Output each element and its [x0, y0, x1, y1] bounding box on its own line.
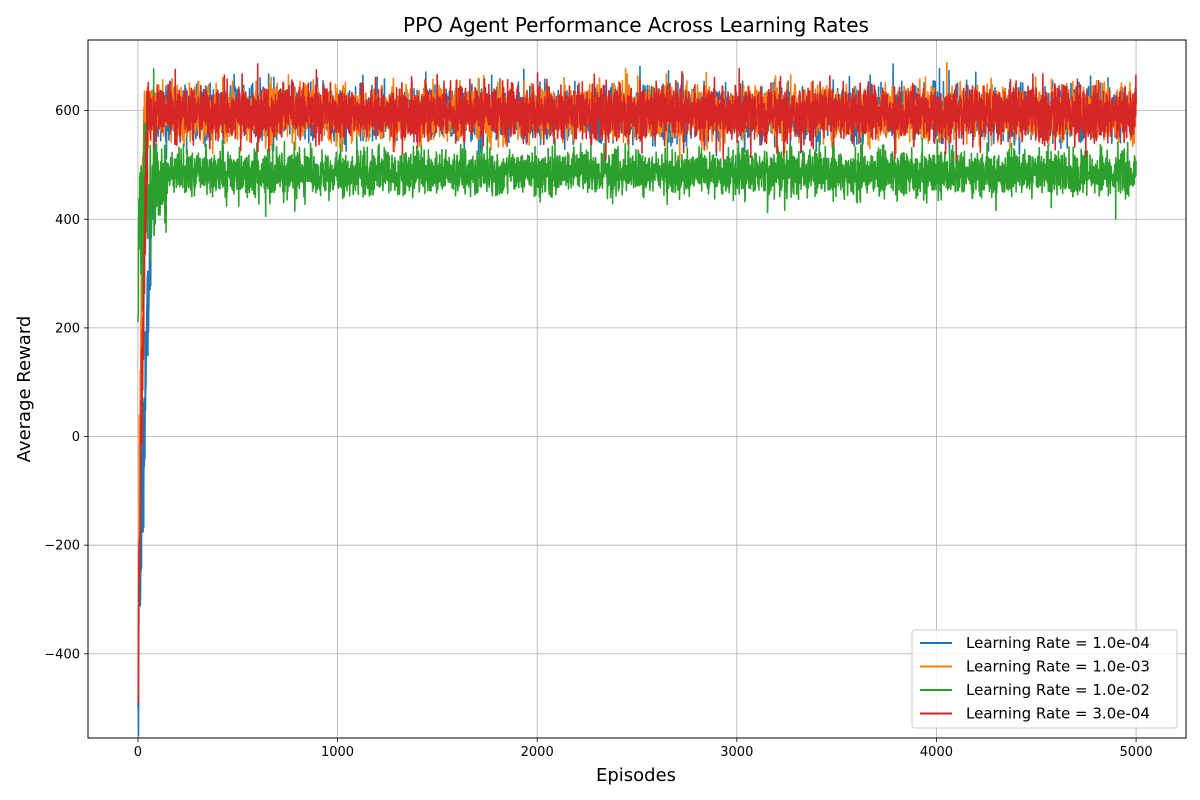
series-line — [137, 63, 1137, 704]
x-tick-label: 0 — [134, 745, 142, 760]
x-axis-label: Episodes — [596, 765, 676, 786]
y-axis-label: Average Reward — [14, 316, 35, 463]
series-line — [137, 68, 1137, 322]
x-tick-label: 5000 — [1120, 745, 1153, 760]
x-tick-label: 3000 — [720, 745, 753, 760]
y-tick-label: 200 — [55, 321, 80, 336]
y-tick-label: 400 — [55, 213, 80, 228]
legend: Learning Rate = 1.0e-04 Learning Rate = 1… — [911, 629, 1178, 729]
x-tick-label: 2000 — [521, 745, 554, 760]
y-tick-label: −200 — [44, 539, 80, 554]
y-tick-label: 0 — [72, 430, 80, 445]
plot-frame — [87, 39, 1187, 739]
legend-label: Learning Rate = 3.0e-04 — [966, 705, 1150, 723]
y-tick-label: 600 — [55, 104, 80, 119]
chart-title: PPO Agent Performance Across Learning Ra… — [403, 13, 869, 37]
series-layer — [137, 61, 1137, 737]
ticks: 0 1000 2000 3000 4000 5000 −400 −200 0 200 400 600 — [44, 104, 1152, 760]
x-tick-label: 4000 — [920, 745, 953, 760]
legend-label: Learning Rate = 1.0e-03 — [966, 658, 1150, 676]
y-tick-label: −400 — [44, 647, 80, 662]
x-tick-label: 1000 — [321, 745, 354, 760]
legend-label: Learning Rate = 1.0e-04 — [966, 634, 1150, 652]
legend-label: Learning Rate = 1.0e-02 — [966, 681, 1150, 699]
legend-box — [911, 629, 1178, 729]
